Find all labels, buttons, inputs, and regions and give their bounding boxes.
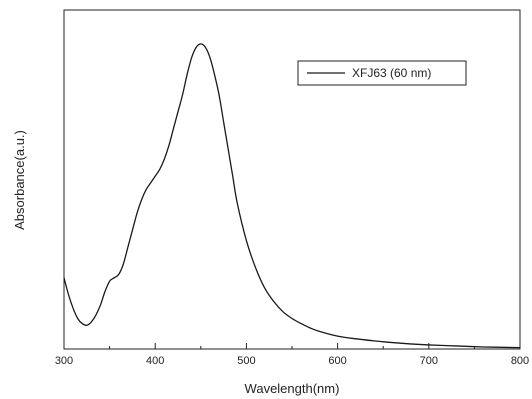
- x-tick-label: 300: [55, 355, 73, 367]
- x-axis-ticks: 300 400 500 600 700 800: [55, 343, 529, 367]
- x-tick-label: 700: [420, 355, 438, 367]
- legend: XFJ63 (60 nm): [297, 60, 467, 86]
- x-axis-label: Wavelength(nm): [245, 381, 340, 396]
- x-tick-label: 400: [146, 355, 164, 367]
- series-layer: [63, 43, 521, 349]
- y-axis-label: Absorbance(a.u.): [12, 130, 27, 230]
- x-tick-label: 800: [511, 355, 529, 367]
- x-tick-label: 600: [328, 355, 346, 367]
- legend-label: XFJ63 (60 nm): [352, 66, 431, 80]
- series-line: [63, 43, 521, 349]
- x-tick-label: 500: [237, 355, 255, 367]
